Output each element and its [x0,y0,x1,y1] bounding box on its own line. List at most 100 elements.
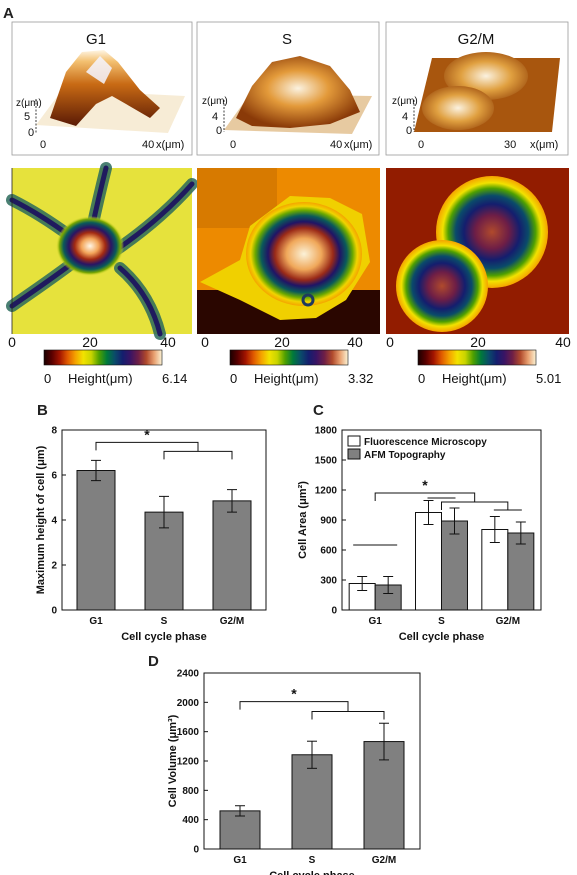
y-tick-label: 900 [320,516,337,527]
x-tick-label: G2/M [372,855,396,866]
x-tick-label: S [309,855,316,866]
topo3d-g2m: G2/M z(μm) 4 0 0 30 x(μm) [385,21,569,156]
z-axis-label: z(μm) [202,96,228,107]
x-tick-label: G1 [233,855,247,866]
y-tick-label: 2 [51,561,57,572]
cell-small-feature [301,293,315,307]
topo3d-surface [50,50,160,126]
x-axis-label: x(μm) [344,139,372,151]
legend-label: AFM Topography [364,450,446,461]
colorbar-s: 0 Height(μm) 3.32 [229,349,373,386]
colorbar [43,349,163,366]
y-axis-label: Maximum height of cell (μm) [35,445,47,594]
x-tick: 30 [504,139,516,151]
x-tick-label: S [438,616,445,627]
colorbar [417,349,537,366]
colorbar-g2m: 0 Height(μm) 5.01 [417,349,561,386]
heightmap-g1: 0 20 40 [6,162,198,350]
bar [212,500,252,611]
colorbar-min: 0 [230,371,237,386]
x-tick-label: G1 [368,616,382,627]
colorbar-label: Height(μm) [254,371,319,386]
x-tick: 40 [142,139,154,151]
y-tick-label: 400 [182,815,199,826]
heightmap-s: 0 20 40 [197,168,380,350]
topo3d-peak [86,56,112,84]
y-tick-label: 8 [51,426,57,437]
x-tick: 0 [230,139,236,151]
colorbar-label: Height(μm) [442,371,507,386]
x-tick: 20 [82,334,98,350]
x-tick: 40 [330,139,342,151]
colorbar-g1: 0 Height(μm) 6.14 [43,349,187,386]
colorbar-min: 0 [418,371,425,386]
colorbar [229,349,349,366]
x-axis-label: x(μm) [156,139,184,151]
y-tick-label: 2400 [177,669,200,680]
y-axis-label: Cell Volume (μm³) [167,714,179,807]
z-tick: 4 [402,111,408,123]
significance-bracket [95,441,199,452]
topo3d-title: S [282,31,292,48]
panel-label: C [313,402,324,419]
heightmap-g2m: 0 20 40 [386,168,571,350]
significance-star: * [291,686,297,702]
z-tick: 0 [216,125,222,137]
y-tick-label: 600 [320,546,337,557]
colorbar-max: 6.14 [162,371,187,386]
significance-star: * [422,477,428,493]
cell-processes-core [9,165,195,337]
y-tick-label: 2000 [177,698,200,709]
y-tick-label: 1200 [177,757,200,768]
cell-body [246,202,362,306]
x-tick: 40 [555,334,571,350]
x-tick-label: G2/M [220,616,244,627]
cell-body [396,240,488,332]
x-axis-label: x(μm) [530,139,558,151]
x-tick-label: S [161,616,168,627]
topo3d-g1: G1 z(μm) 5 0 0 40 x(μm) [11,21,193,156]
chart-d: D 0 400 800 1200 1600 2000 2400 G1 S G2/M Cell cycl… [148,653,421,875]
x-tick: 0 [201,334,209,350]
significance-bracket [239,701,349,712]
bar [219,810,261,850]
legend-swatch [347,435,361,447]
y-tick-label: 0 [51,606,57,617]
topo3d-s: S z(μm) 4 0 0 40 x(μm) [196,21,380,156]
x-tick-label: G2/M [496,616,520,627]
panel-label: B [37,402,48,419]
bar [507,532,535,611]
y-tick-label: 6 [51,471,57,482]
y-tick-label: 0 [331,606,337,617]
y-tick-label: 4 [51,516,57,527]
bar [291,754,333,850]
topo3d-title: G1 [86,31,106,48]
y-tick-label: 1500 [315,456,338,467]
significance-bracket [311,711,385,720]
panel-a-label: A [3,5,14,22]
significance-star: * [144,426,150,442]
x-tick: 0 [40,139,46,151]
y-axis-label: Cell Area (μm²) [297,481,309,559]
y-tick-label: 1600 [177,727,200,738]
z-tick: 0 [406,125,412,137]
significance-bracket [163,450,233,460]
bar [441,520,468,611]
y-tick-label: 800 [182,786,199,797]
topo3d-surface [236,56,360,128]
x-tick: 0 [418,139,424,151]
bar [374,584,402,611]
x-tick: 40 [347,334,363,350]
y-tick-label: 1800 [315,426,338,437]
y-tick-label: 300 [320,576,337,587]
z-tick: 4 [212,111,218,123]
topo3d-surface [422,86,494,130]
bar [76,470,116,611]
significance-bracket [374,492,476,502]
x-tick: 0 [386,334,394,350]
x-axis-label: Cell cycle phase [269,870,355,875]
colorbar-max: 3.32 [348,371,373,386]
z-tick: 0 [28,127,34,139]
significance-bracket [441,501,509,510]
colorbar-max: 5.01 [536,371,561,386]
